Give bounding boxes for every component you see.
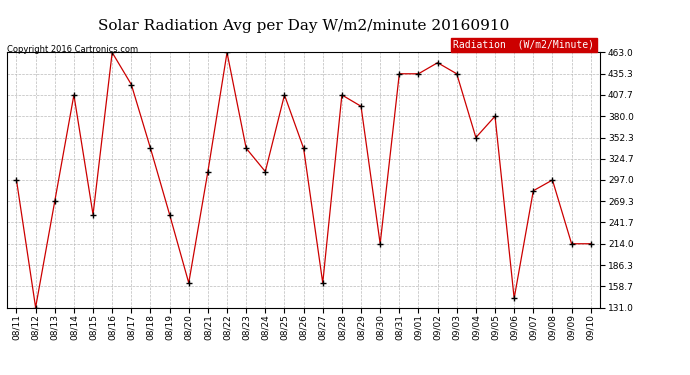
Text: Copyright 2016 Cartronics.com: Copyright 2016 Cartronics.com	[7, 45, 138, 54]
Text: Solar Radiation Avg per Day W/m2/minute 20160910: Solar Radiation Avg per Day W/m2/minute …	[98, 19, 509, 33]
Text: Radiation  (W/m2/Minute): Radiation (W/m2/Minute)	[453, 40, 594, 50]
